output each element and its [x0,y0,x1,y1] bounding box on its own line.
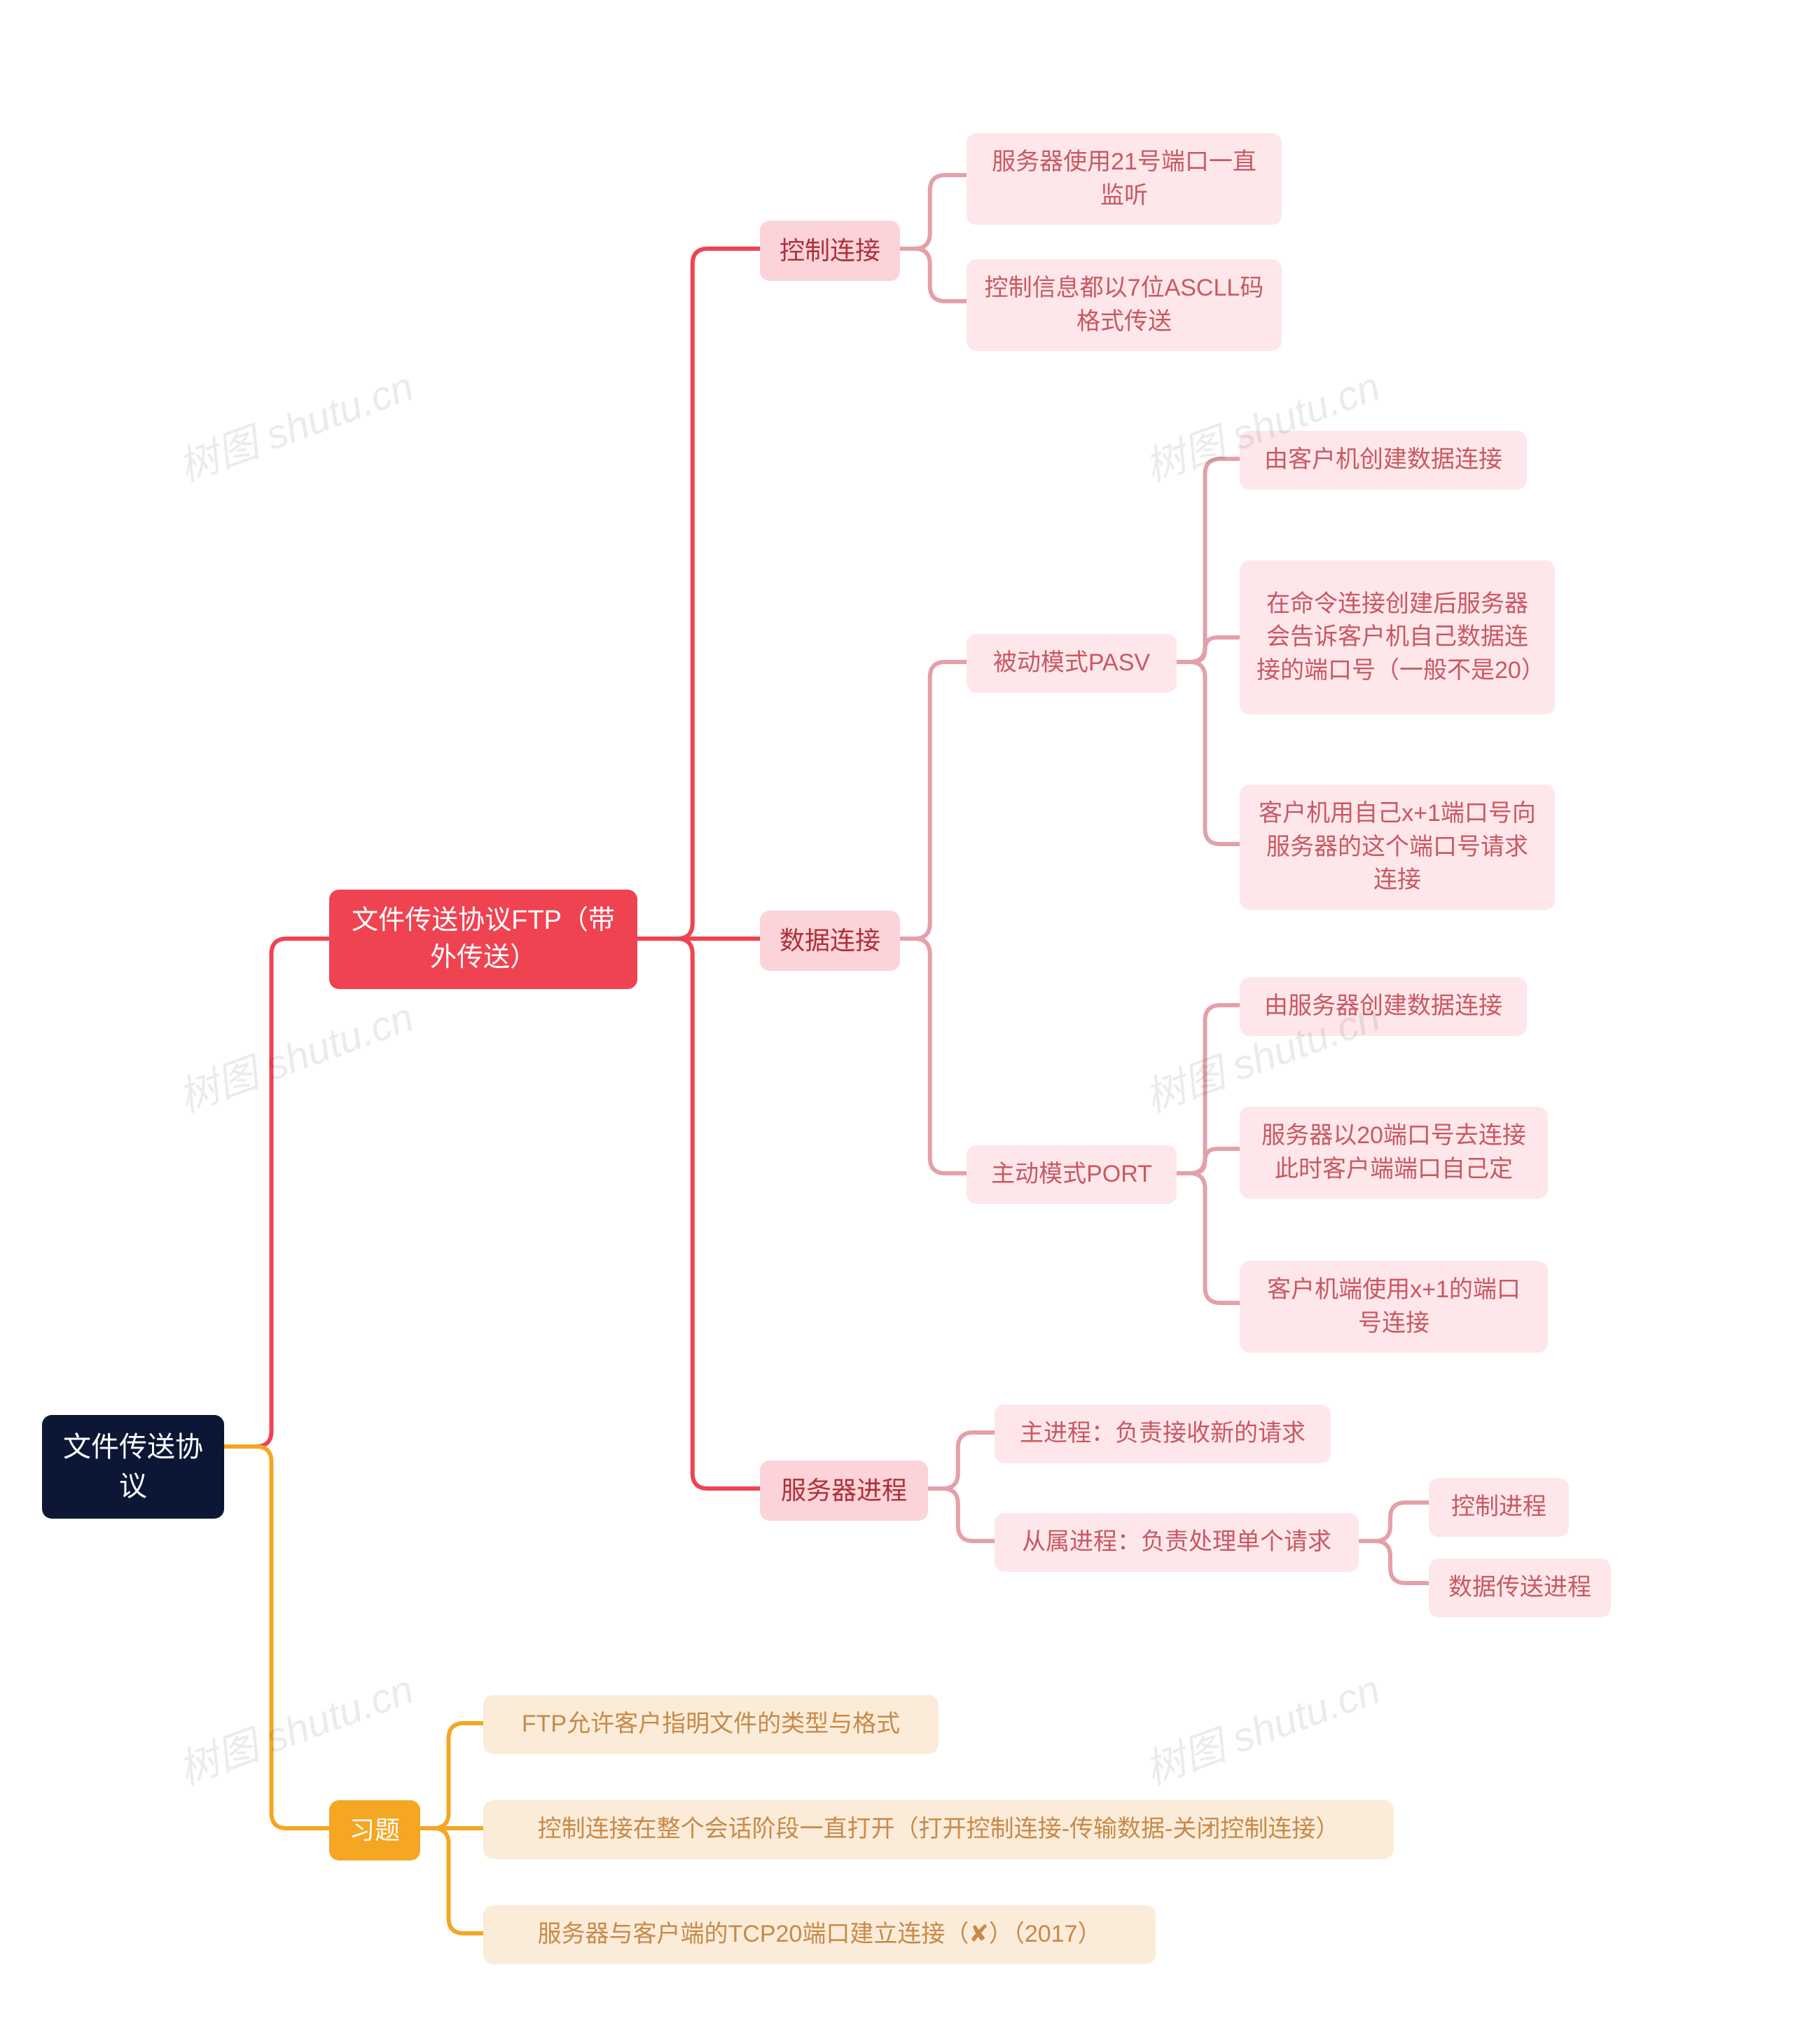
node-ex-2: 控制连接在整个会话阶段一直打开（打开控制连接-传输数据-关闭控制连接） [483,1800,1394,1859]
node-ex-1: FTP允许客户指明文件的类型与格式 [483,1695,939,1754]
node-srv-sub: 从属进程：负责处理单个请求 [995,1513,1359,1572]
node-ctrl-detail-2: 控制信息都以7位ASCLL码格式传送 [967,259,1282,351]
node-server-proc: 服务器进程 [760,1461,928,1521]
node-srv-main: 主进程：负责接收新的请求 [995,1404,1331,1463]
node-ctrl-detail-1: 服务器使用21号端口一直监听 [967,133,1282,225]
watermark: 树图 shutu.cn [169,984,420,1124]
node-data-connection: 数据连接 [760,911,900,971]
node-pasv-2: 在命令连接创建后服务器会告诉客户机自己数据连接的端口号（一般不是20） [1240,560,1555,714]
node-ex-3: 服务器与客户端的TCP20端口建立连接（✘）（2017） [483,1905,1156,1964]
watermark: 树图 shutu.cn [169,1657,420,1796]
node-srv-sub-ctrl: 控制进程 [1429,1478,1569,1537]
node-pasv: 被动模式PASV [967,634,1177,693]
watermark: 树图 shutu.cn [169,354,420,493]
node-ftp: 文件传送协议FTP（带外传送） [329,890,637,989]
node-srv-sub-data: 数据传送进程 [1429,1559,1611,1617]
root-node: 文件传送协议 [42,1415,224,1519]
node-exercises: 习题 [329,1800,420,1860]
node-port-3: 客户机端使用x+1的端口号连接 [1240,1261,1548,1353]
node-port-1: 由服务器创建数据连接 [1240,977,1527,1036]
node-pasv-1: 由客户机创建数据连接 [1240,431,1527,490]
node-port-2: 服务器以20端口号去连接此时客户端端口自己定 [1240,1107,1548,1199]
node-port: 主动模式PORT [967,1145,1177,1204]
node-control-connection: 控制连接 [760,221,900,281]
watermark: 树图 shutu.cn [1135,1657,1387,1796]
node-pasv-3: 客户机用自己x+1端口号向服务器的这个端口号请求连接 [1240,785,1555,910]
